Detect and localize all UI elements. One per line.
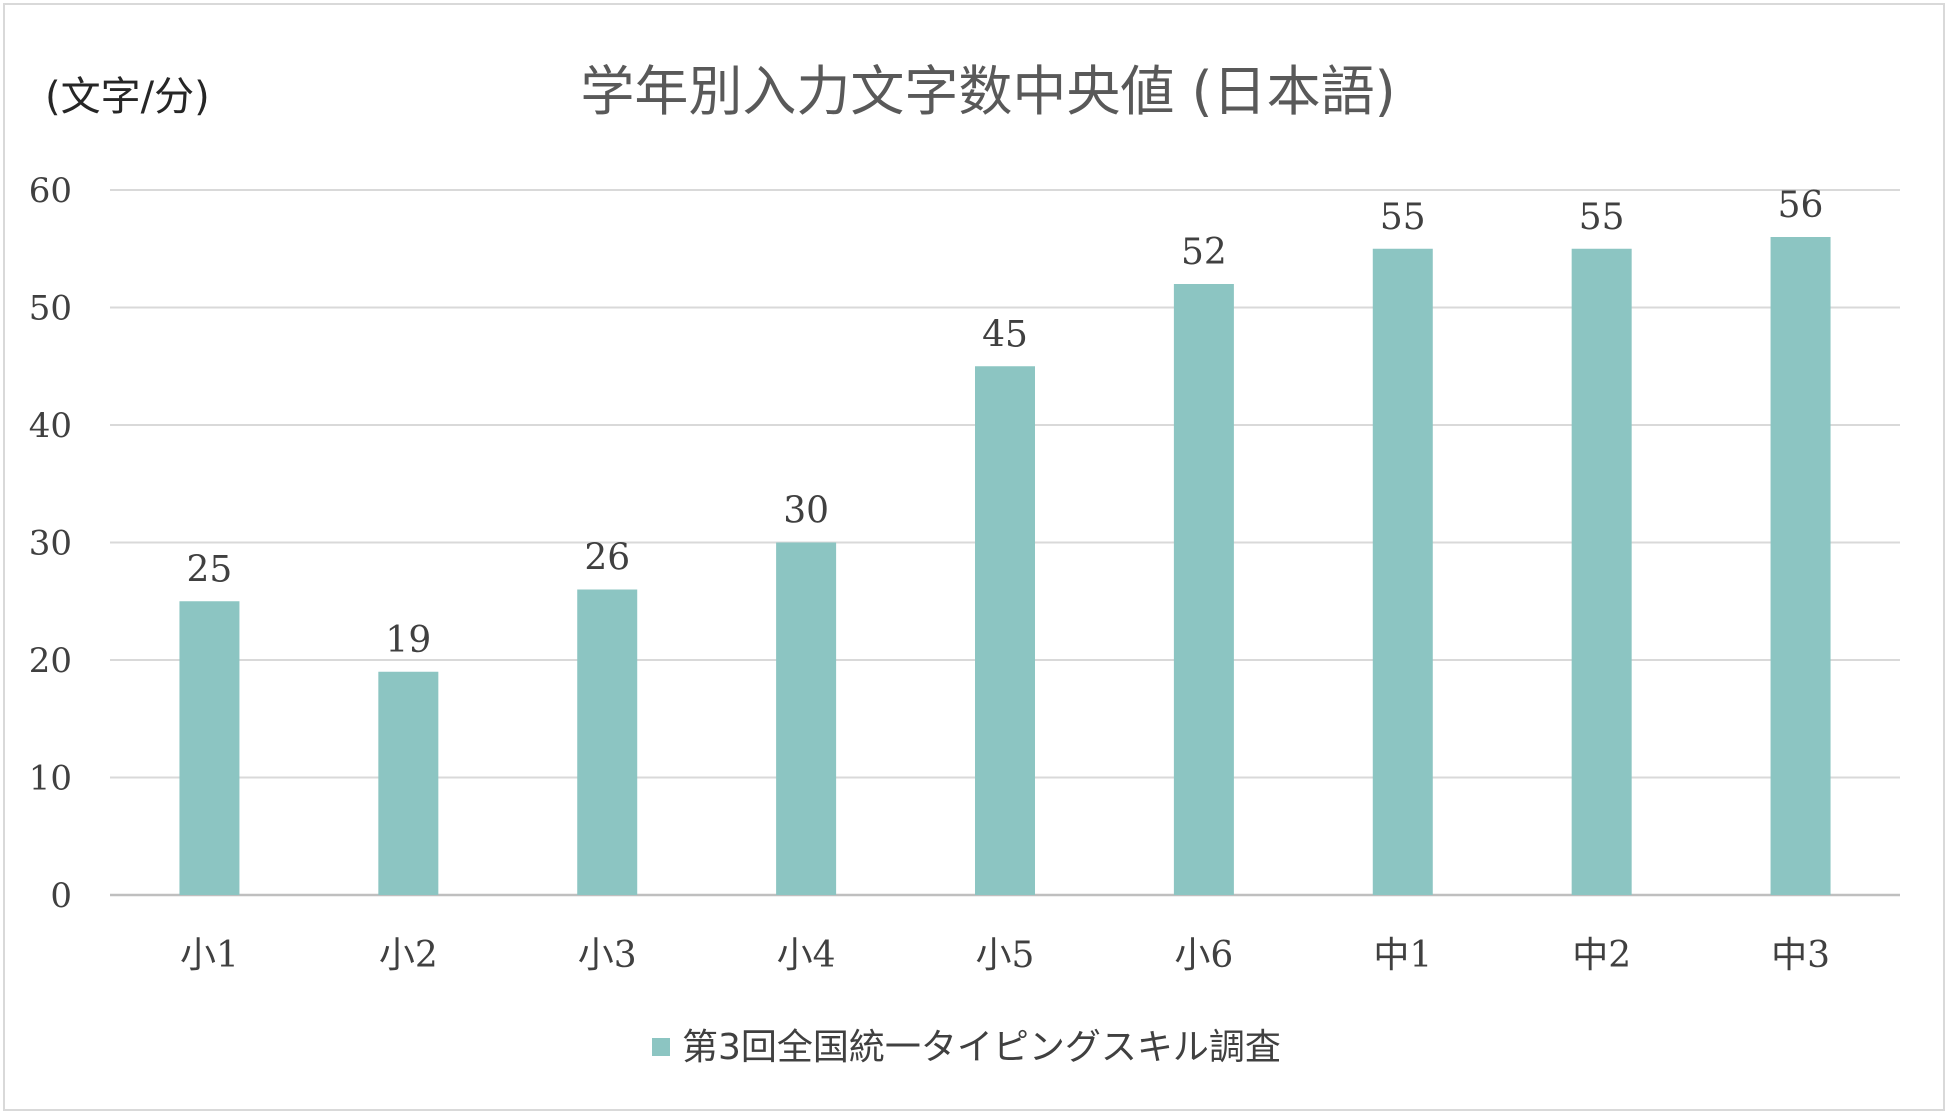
x-tick-label: 小5: [976, 935, 1035, 976]
y-tick-label: 40: [29, 406, 72, 446]
bar-4: [776, 542, 837, 895]
y-tick-label: 50: [29, 289, 72, 329]
x-tick-label: 小1: [180, 935, 239, 976]
x-tick-label: 小4: [777, 935, 836, 976]
bar-8: [1571, 248, 1632, 895]
legend-swatch: [652, 1038, 670, 1056]
bar-2: [378, 671, 439, 895]
bar-7: [1372, 248, 1433, 895]
x-axis-ticks: 小1 小2 小3 小4 小5 小6 中1 中2 中3: [180, 935, 1830, 976]
y-tick-label: 30: [29, 524, 72, 564]
data-label: 30: [783, 491, 829, 532]
data-label: 56: [1778, 185, 1824, 226]
bar-5: [975, 366, 1035, 895]
x-tick-label: 中2: [1572, 935, 1631, 976]
data-label: 26: [584, 538, 630, 579]
x-tick-label: 中3: [1771, 935, 1830, 976]
legend: 第3回全国統一タイピングスキル調査: [652, 1027, 1281, 1068]
y-axis-ticks: 0 10 20 30 40 50 60: [29, 171, 72, 916]
data-labels: 25 19 26 30 45 52 55 55 56: [187, 185, 1824, 661]
y-tick-label: 10: [29, 759, 72, 799]
x-tick-label: 小2: [379, 935, 438, 976]
y-axis-unit-label: (文字/分): [45, 74, 210, 120]
data-label: 19: [385, 620, 431, 661]
data-label: 52: [1181, 232, 1227, 273]
data-label: 45: [982, 314, 1028, 355]
data-label: 25: [187, 549, 233, 590]
chart-title: 学年別入力文字数中央値 (日本語): [580, 60, 1395, 123]
bar-9: [1770, 237, 1831, 895]
data-label: 55: [1380, 197, 1426, 238]
legend-label: 第3回全国統一タイピングスキル調査: [682, 1027, 1281, 1068]
x-tick-label: 小3: [578, 935, 637, 976]
y-tick-label: 20: [29, 641, 72, 681]
bars: [179, 237, 1831, 895]
y-tick-label: 60: [29, 171, 72, 211]
bar-3: [577, 589, 638, 895]
bar-6: [1173, 284, 1234, 895]
bar-1: [179, 601, 240, 895]
data-label: 55: [1579, 197, 1625, 238]
y-tick-label: 0: [50, 876, 72, 916]
x-tick-label: 中1: [1373, 935, 1432, 976]
x-tick-label: 小6: [1174, 935, 1233, 976]
